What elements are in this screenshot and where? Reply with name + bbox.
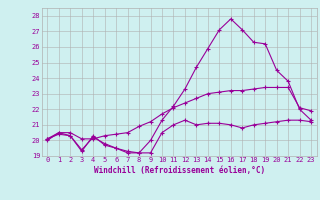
X-axis label: Windchill (Refroidissement éolien,°C): Windchill (Refroidissement éolien,°C) bbox=[94, 166, 265, 175]
